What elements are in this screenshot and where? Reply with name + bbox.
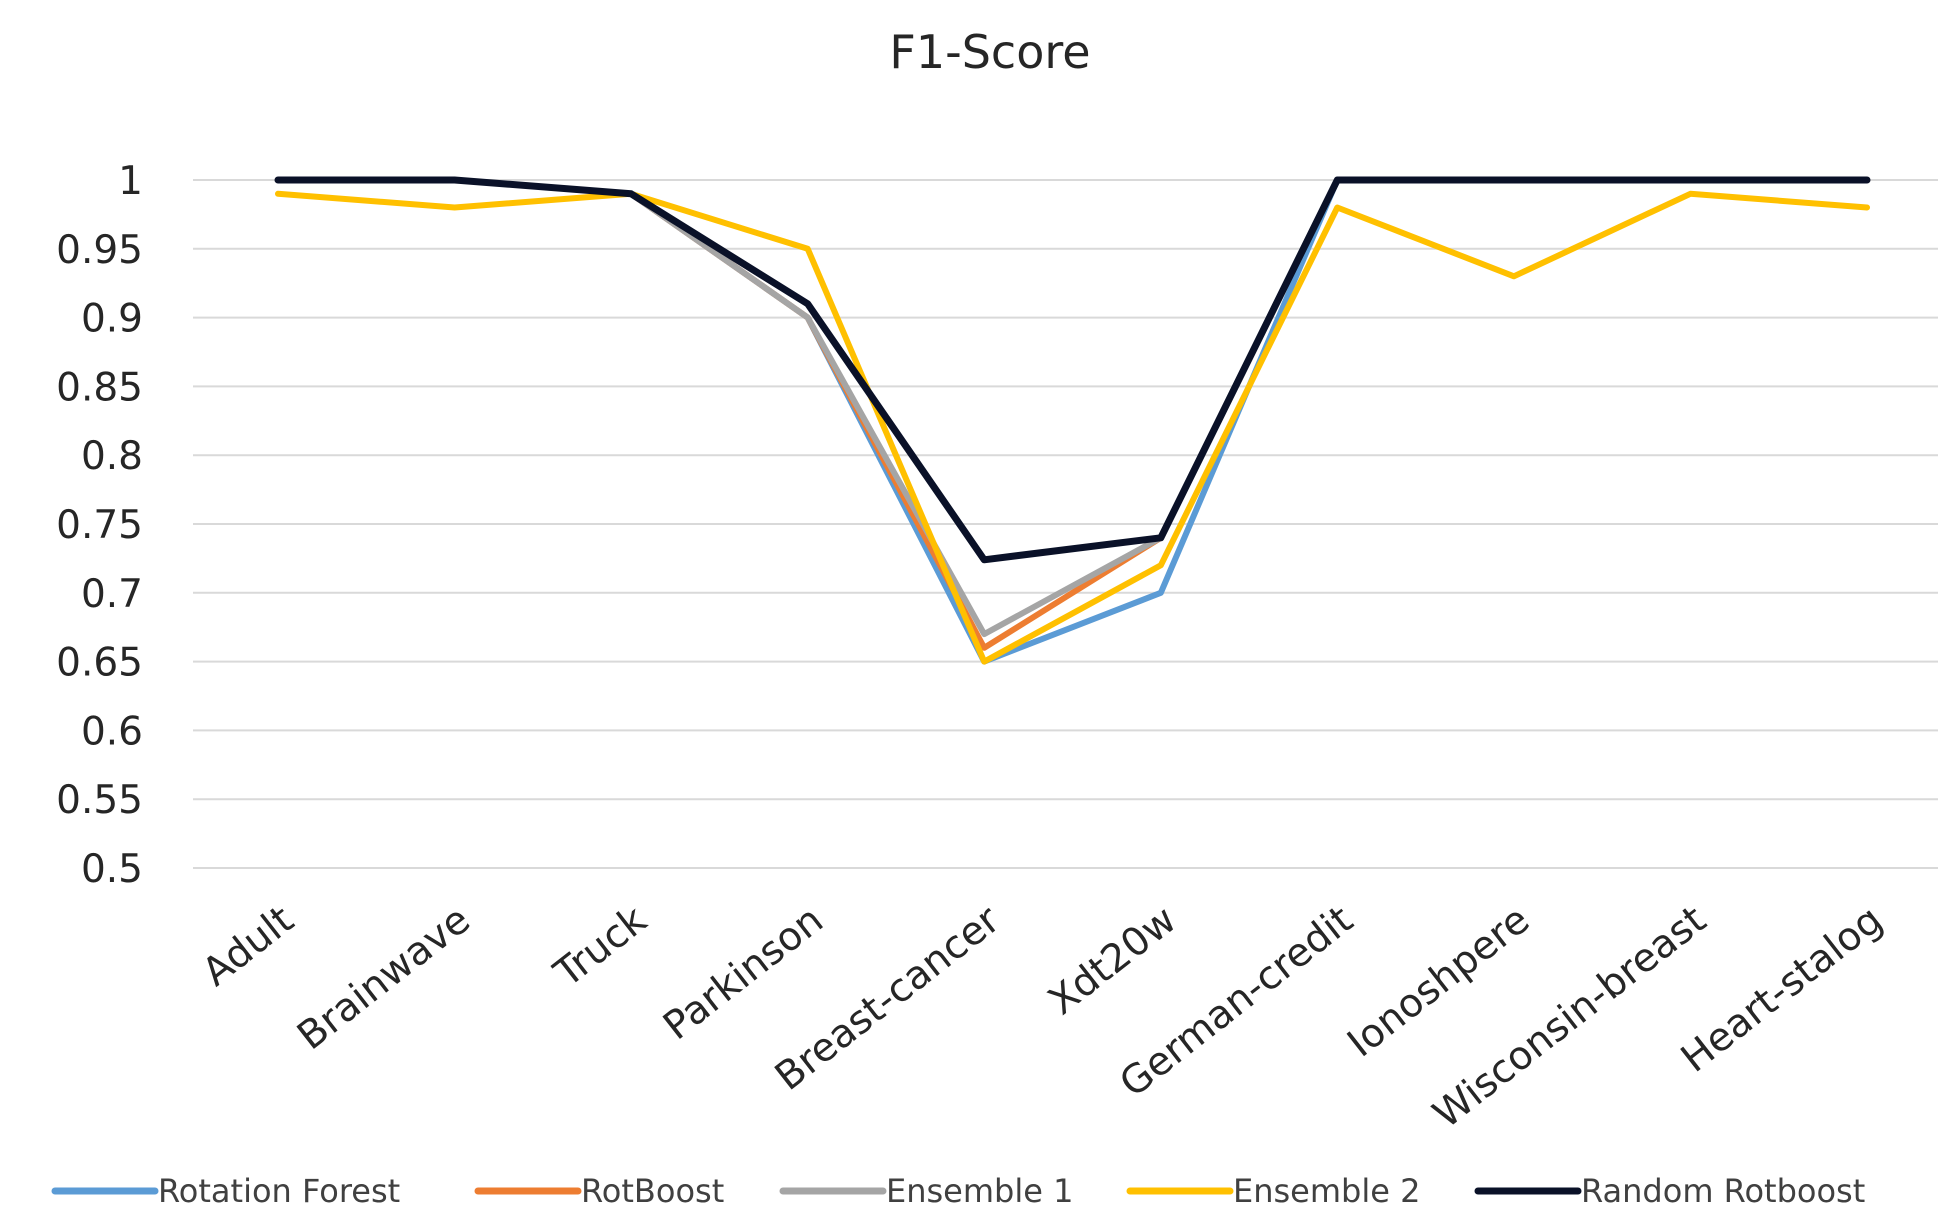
y-tick-label: 0.85	[56, 365, 143, 410]
x-category-label: Truck	[546, 897, 656, 997]
series-line-rotboost	[275, 177, 1870, 651]
y-tick-label: 0.5	[81, 847, 143, 892]
y-tick-label: 0.65	[56, 641, 143, 686]
y-tick-label: 0.7	[81, 572, 143, 617]
y-tick-label: 0.9	[81, 297, 143, 342]
legend: Rotation Forest RotBoost Ensemble 1 Ensembl…	[51, 1172, 1865, 1210]
y-tick-label: 0.75	[56, 503, 143, 548]
y-tick-label: 0.55	[56, 778, 143, 823]
chart-title: F1-Score	[889, 25, 1090, 79]
series-line-ensemble-2	[275, 190, 1870, 665]
x-category-label: Xdt20w	[1040, 897, 1185, 1024]
legend-label: Random Rotboost	[1581, 1172, 1865, 1210]
legend-label: Rotation Forest	[158, 1172, 400, 1210]
y-tick-label: 0.6	[81, 709, 143, 754]
y-tick-label: 0.8	[81, 434, 143, 479]
y-tick-label: 1	[118, 159, 143, 204]
series-line-random-rotboost	[274, 176, 1871, 564]
legend-label: RotBoost	[581, 1172, 724, 1210]
y-tick-label: 0.95	[56, 228, 143, 273]
x-category-label: Brainwave	[289, 897, 478, 1059]
y-axis-tick-labels: 1 0.95 0.9 0.85 0.8 0.75 0.7 0.65 0.6 0.55 0.5	[56, 159, 143, 892]
x-category-label: Adult	[194, 897, 302, 995]
legend-label: Ensemble 2	[1233, 1172, 1420, 1210]
legend-label: Ensemble 1	[886, 1172, 1073, 1210]
series-lines	[274, 176, 1871, 665]
gridlines	[193, 179, 1938, 869]
x-category-label: Parkinson	[655, 897, 831, 1049]
